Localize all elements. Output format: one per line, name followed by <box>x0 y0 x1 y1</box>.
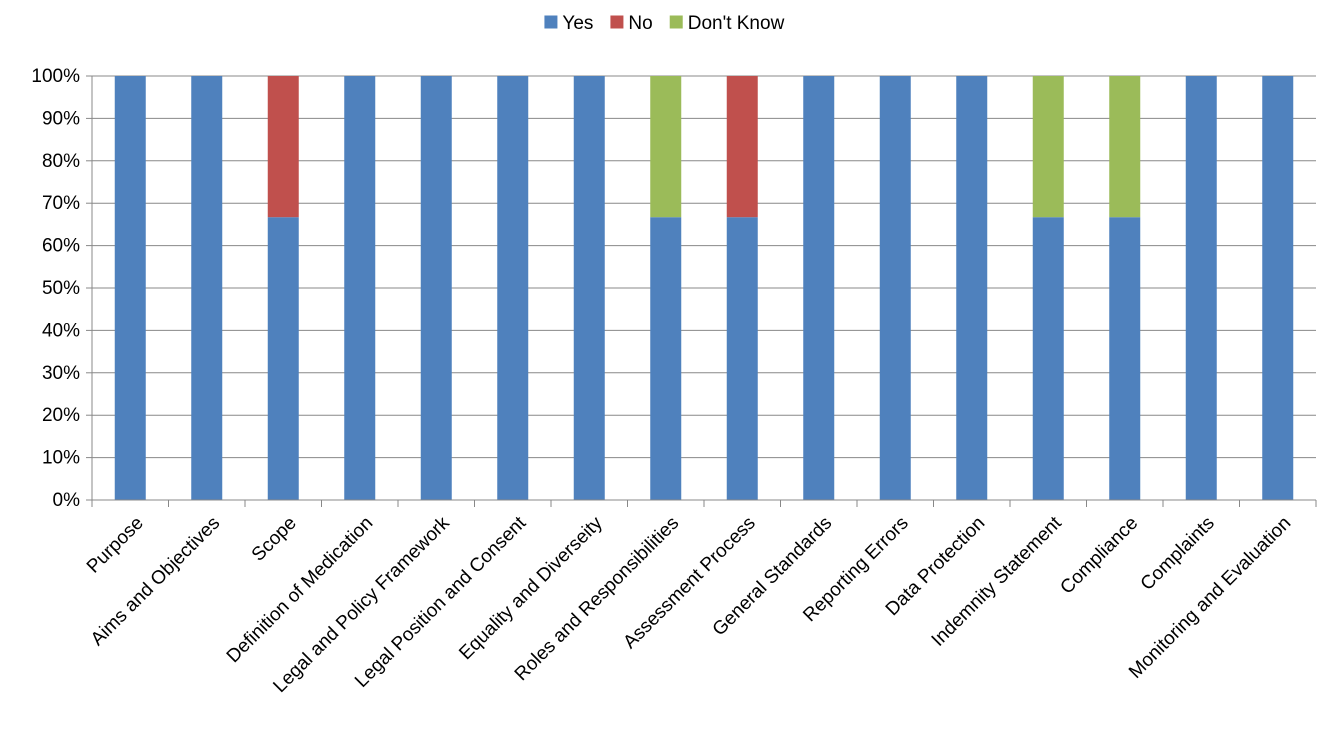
x-category-label: Definition of Medication <box>223 513 378 668</box>
x-category-label: Aims and Objectives <box>87 513 224 650</box>
legend-swatch <box>610 15 624 29</box>
legend-label: Yes <box>562 13 593 34</box>
bar-segment <box>344 76 376 500</box>
bar-segment <box>803 76 835 500</box>
bar-segment <box>573 76 605 500</box>
axes <box>91 76 1317 507</box>
bar-segment <box>726 217 758 500</box>
bar-segment <box>726 76 758 218</box>
y-tick-label: 80% <box>42 151 80 172</box>
bar-segment <box>191 76 223 500</box>
bar-segment <box>267 76 299 218</box>
y-tick-label: 50% <box>42 278 80 299</box>
legend: Yes No Don't Know <box>544 13 785 34</box>
bar-segment <box>1032 217 1064 500</box>
bar-segment <box>1109 217 1141 500</box>
bar-segment <box>420 76 452 500</box>
bar-segment <box>267 217 299 500</box>
bar-segment <box>1262 76 1294 500</box>
y-tick-label: 60% <box>42 236 80 257</box>
x-category-label: Equality and Diverseity <box>455 512 607 664</box>
bar-segment <box>497 76 529 500</box>
x-category-label: Compliance <box>1056 513 1142 599</box>
x-category-label: Indemnity Statement <box>928 512 1067 651</box>
legend-swatch <box>669 15 683 29</box>
y-tick-label: 40% <box>42 320 80 341</box>
y-axis-tick-labels: 0% 10% 20% 30% 40% 50% 60% 70% 80% 90% 100% <box>31 66 80 511</box>
bar-segment <box>650 217 682 500</box>
bar-segment <box>1109 76 1141 218</box>
bar-segment <box>650 76 682 218</box>
bar-segment <box>879 76 911 500</box>
bar-segment <box>114 76 146 500</box>
x-category-label: Purpose <box>83 513 148 578</box>
bar-segment <box>1032 76 1064 218</box>
y-tick-label: 70% <box>42 193 80 214</box>
bars <box>114 76 1294 500</box>
bar-segment <box>956 76 988 500</box>
bar-segment <box>1185 76 1217 500</box>
y-tick-label: 100% <box>31 66 80 87</box>
y-tick-label: 90% <box>42 108 80 129</box>
x-category-label: Scope <box>248 513 301 566</box>
y-tick-label: 20% <box>42 405 80 426</box>
x-category-label: Assessment Process <box>619 513 759 653</box>
y-tick-label: 0% <box>53 490 81 511</box>
y-tick-label: 10% <box>42 448 80 469</box>
legend-swatch <box>544 15 558 29</box>
x-category-label: Complaints <box>1137 513 1219 595</box>
x-category-label: Monitoring and Evaluation <box>1125 513 1295 683</box>
legend-label: Don't Know <box>688 13 785 34</box>
y-tick-label: 30% <box>42 363 80 384</box>
legend-label: No <box>628 13 652 34</box>
